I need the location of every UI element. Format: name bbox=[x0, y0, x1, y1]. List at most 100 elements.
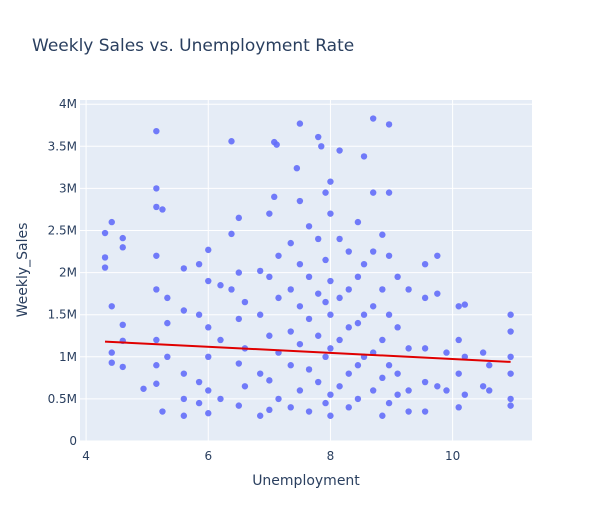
y-tick-label: 0 bbox=[69, 434, 77, 448]
data-point bbox=[235, 214, 243, 222]
y-tick-label: 1.5M bbox=[48, 308, 77, 322]
data-point bbox=[195, 260, 203, 268]
data-point bbox=[195, 378, 203, 386]
data-point bbox=[479, 349, 487, 356]
data-point bbox=[271, 193, 278, 201]
data-point bbox=[385, 252, 393, 259]
data-point bbox=[507, 311, 514, 318]
data-point bbox=[405, 345, 412, 352]
data-point bbox=[369, 248, 377, 255]
data-point bbox=[305, 315, 313, 323]
data-point bbox=[101, 229, 109, 237]
data-point bbox=[379, 231, 386, 238]
data-point bbox=[345, 286, 352, 293]
data-point bbox=[461, 353, 469, 361]
data-point bbox=[327, 391, 334, 398]
data-point bbox=[256, 412, 264, 419]
x-axis-ticks: 4 6 8 10 bbox=[82, 449, 460, 463]
data-point bbox=[235, 360, 243, 367]
data-point bbox=[345, 324, 352, 331]
data-point bbox=[180, 412, 188, 419]
data-point bbox=[153, 252, 160, 259]
data-point bbox=[385, 362, 393, 369]
data-point bbox=[455, 303, 462, 310]
data-point bbox=[159, 408, 166, 415]
data-point bbox=[228, 138, 235, 145]
data-point bbox=[379, 412, 386, 419]
data-point bbox=[315, 332, 322, 339]
data-point bbox=[164, 294, 171, 302]
data-point bbox=[322, 353, 329, 361]
data-point bbox=[205, 277, 212, 285]
data-point bbox=[195, 399, 203, 407]
data-point bbox=[354, 319, 362, 327]
data-point bbox=[405, 408, 412, 415]
data-point bbox=[180, 395, 188, 403]
data-point bbox=[486, 362, 493, 369]
data-point bbox=[455, 370, 462, 377]
y-tick-label: 3M bbox=[59, 181, 77, 195]
data-point bbox=[119, 234, 126, 242]
data-point bbox=[296, 120, 304, 127]
data-point bbox=[266, 406, 273, 414]
data-point bbox=[479, 383, 487, 390]
data-point bbox=[235, 402, 243, 409]
data-point bbox=[275, 252, 282, 259]
y-axis-ticks: 0 0.5M 1M 1.5M 2M 2.5M 3M 3.5M 4M bbox=[48, 97, 77, 448]
data-point bbox=[153, 185, 160, 192]
data-point bbox=[405, 387, 412, 394]
data-point bbox=[421, 294, 429, 302]
data-point bbox=[507, 370, 514, 377]
y-tick-label: 4M bbox=[59, 97, 77, 111]
data-point bbox=[322, 298, 329, 306]
data-point bbox=[296, 340, 304, 348]
data-point bbox=[455, 404, 462, 411]
data-point bbox=[273, 141, 280, 148]
data-point bbox=[507, 328, 514, 335]
data-point bbox=[443, 349, 450, 356]
data-point bbox=[180, 370, 188, 377]
data-point bbox=[108, 303, 115, 310]
data-point bbox=[153, 380, 160, 387]
data-point bbox=[266, 332, 273, 339]
data-point bbox=[287, 362, 294, 369]
data-point bbox=[369, 115, 377, 122]
data-point bbox=[235, 269, 243, 276]
data-point bbox=[385, 121, 393, 128]
data-point bbox=[379, 286, 386, 293]
data-point bbox=[275, 294, 282, 302]
data-point bbox=[327, 277, 334, 285]
data-point bbox=[153, 362, 160, 369]
data-point bbox=[296, 387, 304, 394]
data-point bbox=[180, 265, 188, 272]
data-point bbox=[153, 203, 160, 211]
plot-area bbox=[80, 100, 532, 441]
data-point bbox=[180, 307, 188, 314]
data-point bbox=[164, 353, 171, 361]
data-point bbox=[153, 286, 160, 293]
data-point bbox=[108, 218, 115, 226]
y-axis-title: Weekly_Sales bbox=[15, 223, 31, 318]
data-point bbox=[345, 404, 352, 411]
data-point bbox=[360, 153, 368, 160]
data-point bbox=[421, 345, 429, 352]
data-point bbox=[241, 383, 249, 390]
data-point bbox=[385, 311, 393, 318]
data-point bbox=[159, 206, 166, 213]
chart-title: Weekly Sales vs. Unemployment Rate bbox=[32, 36, 354, 56]
data-point bbox=[296, 197, 304, 205]
x-tick-label: 10 bbox=[445, 449, 460, 463]
data-point bbox=[434, 290, 441, 297]
data-point bbox=[421, 408, 429, 415]
y-tick-label: 2.5M bbox=[48, 224, 77, 238]
data-point bbox=[119, 244, 126, 251]
data-point bbox=[434, 383, 441, 390]
data-point bbox=[336, 235, 343, 243]
data-point bbox=[327, 345, 334, 352]
data-point bbox=[217, 336, 224, 344]
data-point bbox=[205, 410, 212, 417]
data-point bbox=[287, 286, 294, 293]
data-point bbox=[421, 378, 429, 386]
data-point bbox=[266, 210, 273, 217]
